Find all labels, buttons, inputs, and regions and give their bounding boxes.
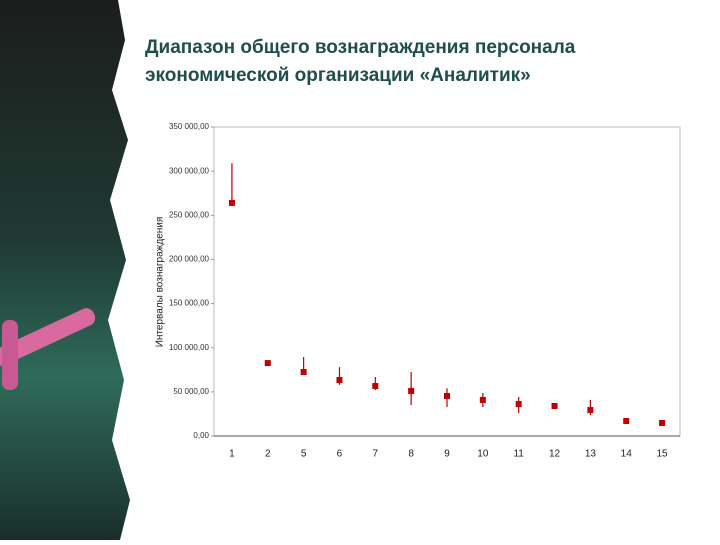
x-tick-label: 11 — [513, 449, 524, 460]
x-tick-label: 9 — [444, 449, 450, 460]
y-axis-label: Интервалы вознаграждения — [155, 217, 166, 348]
title-line: экономической организации «Аналитик» — [145, 65, 531, 86]
y-tick-label: 150 000,00 — [169, 299, 210, 308]
x-tick-label: 6 — [337, 449, 343, 460]
y-tick-label: 250 000,00 — [169, 210, 210, 219]
value-marker — [444, 393, 450, 400]
chalkboard — [0, 0, 130, 540]
y-tick-label: 350 000,00 — [169, 122, 210, 131]
x-tick-label: 13 — [585, 449, 597, 460]
y-tick-label: 0,00 — [193, 431, 209, 440]
y-tick-label: 50 000,00 — [173, 387, 209, 396]
chalk — [0, 308, 96, 366]
value-marker — [551, 402, 558, 409]
value-marker — [587, 407, 594, 414]
chalk — [2, 320, 18, 390]
title-line: Диапазон общего вознаграждения персонала — [145, 37, 576, 58]
value-marker — [515, 401, 522, 408]
value-marker — [408, 387, 415, 394]
x-tick-label: 8 — [408, 449, 414, 460]
value-marker — [479, 396, 486, 403]
y-tick-label: 300 000,00 — [169, 166, 210, 175]
x-tick-label: 15 — [657, 449, 669, 460]
value-marker — [336, 377, 343, 384]
value-marker — [372, 383, 379, 390]
value-marker — [228, 199, 235, 206]
x-tick-label: 12 — [549, 449, 561, 460]
y-tick-label: 100 000,00 — [169, 343, 210, 352]
x-tick-label: 14 — [621, 449, 633, 460]
x-tick-label: 1 — [229, 449, 235, 460]
x-tick-label: 2 — [265, 449, 271, 460]
value-marker — [659, 420, 666, 427]
x-tick-label: 7 — [373, 449, 379, 460]
x-tick-label: 10 — [477, 449, 489, 460]
value-marker — [264, 360, 271, 367]
value-marker — [300, 368, 307, 375]
y-tick-label: 200 000,00 — [169, 255, 210, 264]
value-marker — [623, 417, 630, 424]
x-tick-label: 5 — [301, 449, 307, 460]
